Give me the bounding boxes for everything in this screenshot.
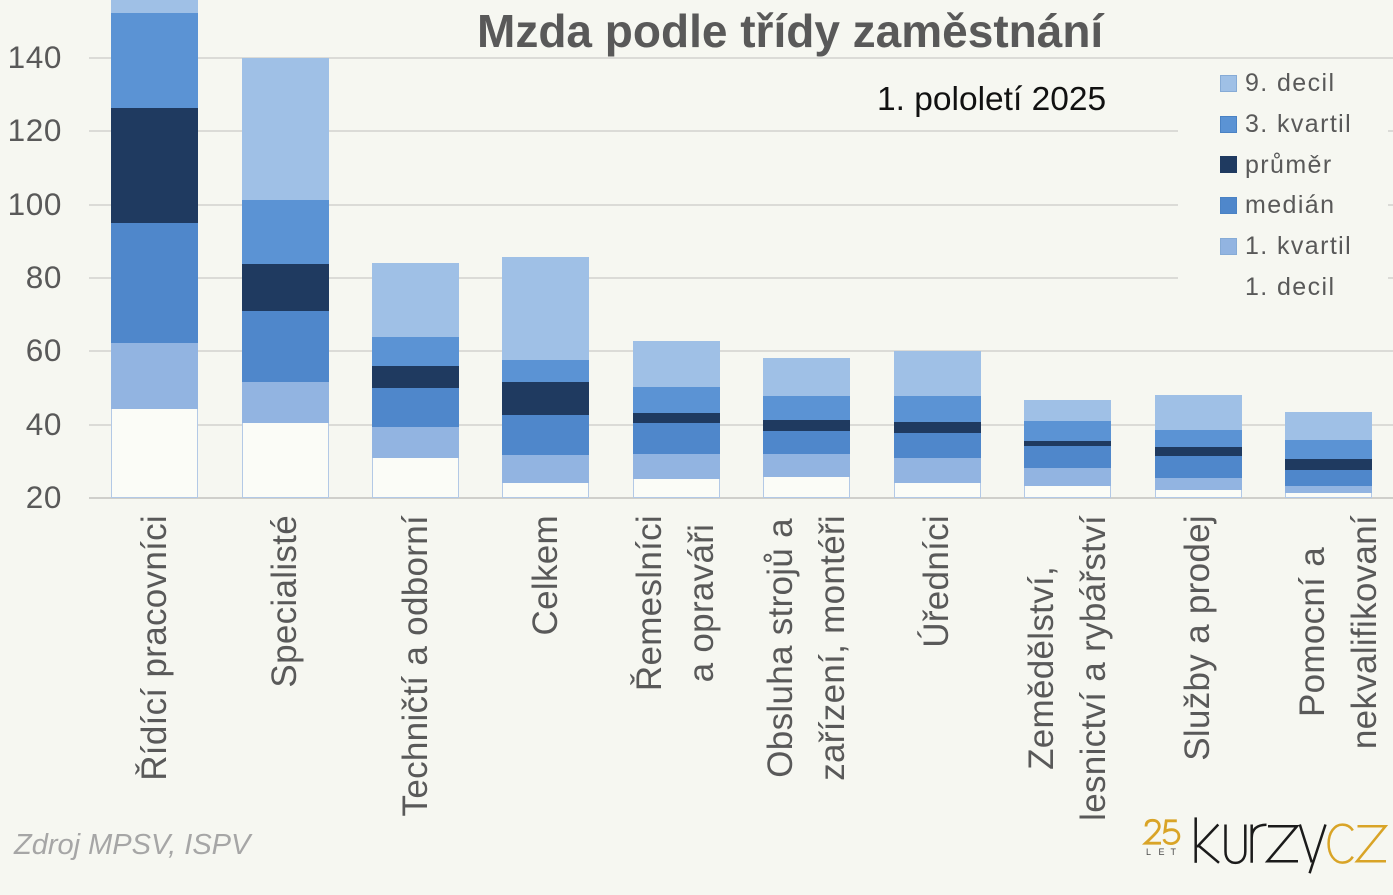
svg-text:T: T [1171, 847, 1177, 857]
svg-text:E: E [1159, 847, 1165, 857]
svg-text:L: L [1146, 847, 1151, 857]
